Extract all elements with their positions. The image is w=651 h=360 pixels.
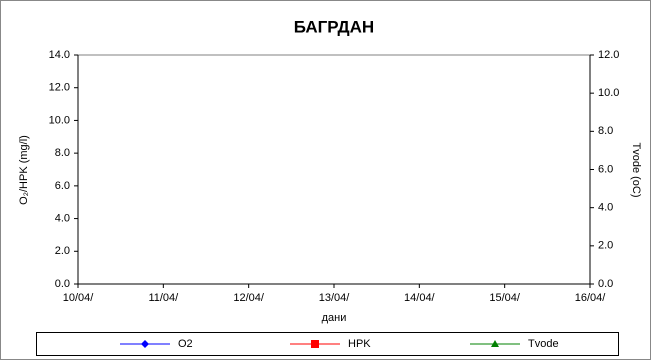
y2-tick-label: 10.0 — [598, 87, 619, 99]
y2-tick-label: 2.0 — [598, 240, 613, 252]
legend-marker — [311, 340, 319, 348]
legend-label: HPK — [348, 338, 371, 350]
x-tick-label: 16/04/ — [575, 292, 607, 304]
y-tick-label: 12.0 — [49, 82, 70, 94]
y-tick-label: 4.0 — [55, 212, 70, 224]
y2-tick-label: 0.0 — [598, 278, 613, 290]
x-tick-label: 11/04/ — [148, 292, 179, 304]
legend-marker — [491, 340, 499, 347]
y2-tick-label: 4.0 — [598, 202, 613, 214]
y-tick-label: 2.0 — [55, 245, 70, 257]
x-tick-label: 14/04/ — [404, 292, 436, 304]
legend-marker — [141, 340, 149, 348]
x-tick-label: 13/04/ — [319, 292, 351, 304]
x-tick-label: 10/04/ — [63, 292, 95, 304]
y-tick-label: 10.0 — [49, 114, 70, 126]
chart-title: БАГРДАН — [294, 17, 374, 36]
x-axis-label: дани — [322, 312, 347, 324]
y2-tick-label: 6.0 — [598, 163, 613, 175]
x-tick-label: 15/04/ — [489, 292, 521, 304]
x-tick-label: 12/04/ — [233, 292, 265, 304]
y-axis-label: O₂/HPK (mg/l) — [18, 135, 30, 205]
plot-area — [77, 54, 591, 285]
legend-label: Tvode — [528, 338, 559, 350]
y-tick-label: 8.0 — [55, 147, 70, 159]
y2-tick-label: 12.0 — [598, 49, 619, 61]
legend-label: O2 — [178, 338, 193, 350]
y-tick-label: 6.0 — [55, 180, 70, 192]
y-tick-label: 0.0 — [55, 278, 70, 290]
y2-tick-label: 8.0 — [598, 125, 613, 137]
y-tick-label: 14.0 — [49, 49, 70, 61]
y2-axis-label: Tvode (oC) — [630, 142, 642, 197]
